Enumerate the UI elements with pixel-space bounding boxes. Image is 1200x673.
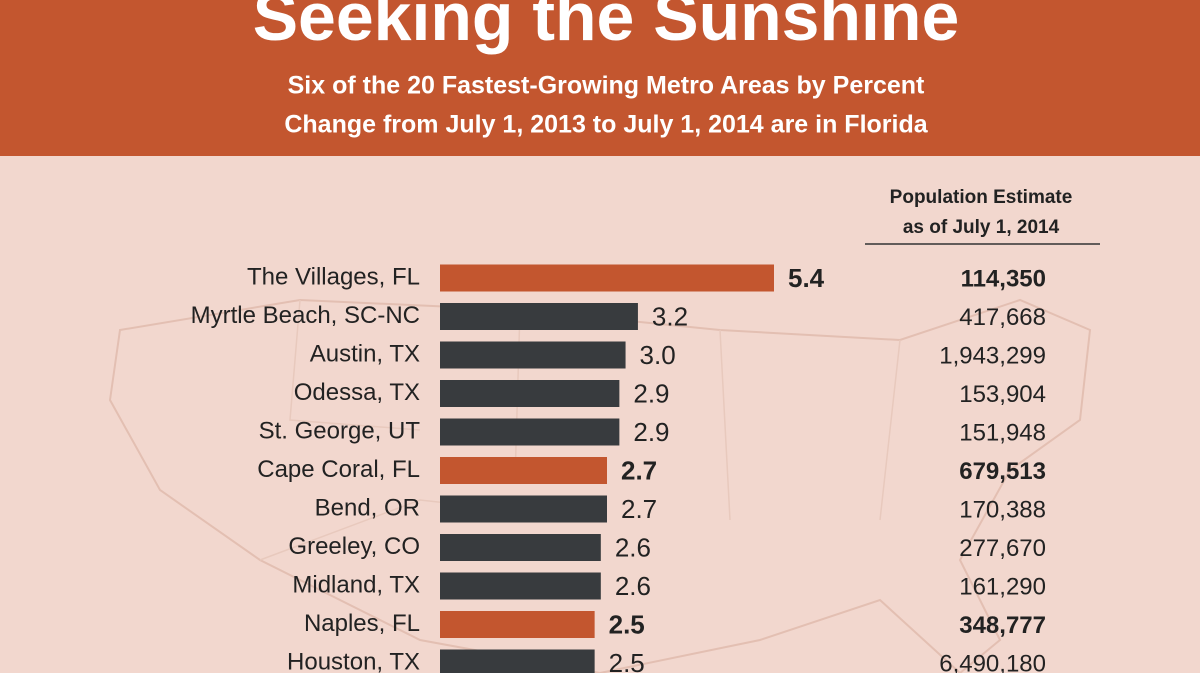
subtitle: Change from July 1, 2013 to July 1, 2014… [284, 111, 928, 139]
value-label: 3.0 [640, 340, 676, 370]
bar [440, 380, 620, 407]
header-band [0, 0, 1200, 156]
category-label: Myrtle Beach, SC-NC [191, 302, 420, 329]
bar [440, 303, 638, 330]
value-label: 2.5 [609, 648, 645, 673]
bar [440, 341, 626, 369]
bar [440, 457, 607, 484]
population-label: 161,290 [959, 573, 1046, 600]
subtitle: Six of the 20 Fastest-Growing Metro Area… [288, 72, 925, 100]
category-label: Greeley, CO [288, 533, 420, 560]
category-label: Midland, TX [292, 571, 420, 598]
value-label: 5.4 [788, 263, 825, 293]
bar [440, 572, 601, 600]
population-label: 153,904 [959, 381, 1046, 408]
category-label: Houston, TX [287, 648, 420, 673]
category-label: Austin, TX [310, 340, 420, 367]
category-label: The Villages, FL [247, 263, 420, 290]
bar [440, 495, 607, 523]
bar [440, 418, 620, 446]
category-label: Bend, OR [315, 494, 420, 521]
column-header: Population Estimate [890, 187, 1073, 208]
population-label: 417,668 [959, 304, 1046, 331]
bar [440, 611, 595, 638]
map-outline [108, 298, 1092, 673]
population-label: 151,948 [959, 419, 1046, 446]
category-label: Cape Coral, FL [257, 456, 420, 483]
population-label: 277,670 [959, 535, 1046, 562]
chart-title: Seeking the Sunshine [253, 0, 960, 55]
population-label: 1,943,299 [939, 342, 1046, 369]
category-label: Odessa, TX [294, 379, 420, 406]
value-label: 3.2 [652, 301, 688, 331]
value-label: 2.9 [633, 417, 669, 447]
column-header: as of July 1, 2014 [903, 217, 1060, 238]
value-label: 2.9 [633, 378, 669, 408]
category-label: St. George, UT [259, 417, 421, 444]
value-label: 2.6 [615, 571, 651, 601]
value-label: 2.7 [621, 455, 657, 485]
bar [440, 264, 774, 292]
population-label: 679,513 [959, 458, 1046, 485]
value-label: 2.7 [621, 494, 657, 524]
bar [440, 534, 601, 561]
category-label: Naples, FL [304, 610, 420, 637]
population-label: 114,350 [961, 265, 1046, 292]
bar [440, 649, 595, 673]
population-label: 348,777 [959, 612, 1046, 639]
population-label: 6,490,180 [939, 650, 1046, 673]
value-label: 2.6 [615, 532, 651, 562]
value-label: 2.5 [609, 609, 645, 639]
population-label: 170,388 [959, 496, 1046, 523]
